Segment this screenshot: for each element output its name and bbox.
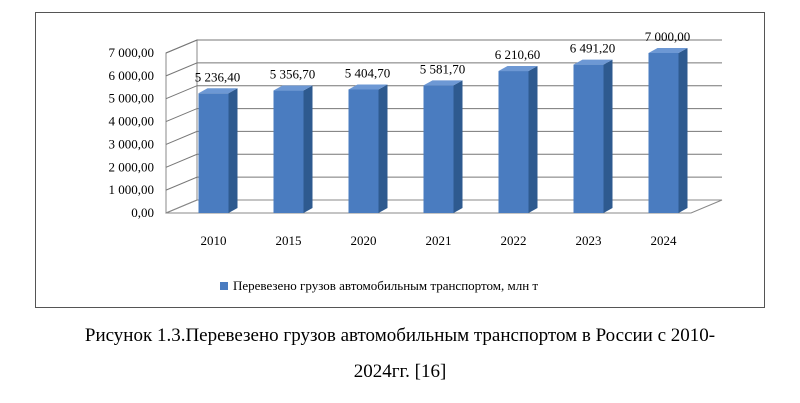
x-tick-label: 2021	[426, 233, 452, 248]
bar-side	[378, 84, 388, 214]
y-tick-label: 1 000,00	[109, 182, 155, 197]
data-label: 5 236,40	[195, 69, 241, 84]
data-label: 5 581,70	[420, 61, 466, 76]
bar-side	[303, 85, 313, 213]
bar	[273, 90, 304, 213]
bar	[498, 71, 529, 213]
bar-top	[348, 84, 388, 90]
gridline	[165, 176, 722, 191]
bar	[648, 53, 679, 213]
bar-side	[603, 59, 613, 213]
gridline	[165, 39, 722, 54]
data-label: 5 356,70	[270, 67, 316, 82]
y-tick-label: 0,00	[131, 205, 154, 220]
bar-side	[528, 66, 538, 213]
bar	[573, 64, 604, 213]
chart-frame: 0,00 1 000,00 2 000,00 3 000,00 4 000,00 5 00…	[35, 12, 765, 308]
x-tick-label: 2010	[201, 233, 227, 248]
legend-swatch	[220, 282, 228, 290]
x-tick-label: 2015	[276, 233, 302, 248]
chart-legend: Перевезено грузов автомобильным транспор…	[220, 278, 538, 294]
bar	[423, 85, 454, 213]
data-label: 5 404,70	[345, 65, 391, 80]
bar-top	[198, 88, 238, 94]
left-wall	[165, 39, 198, 214]
gridline	[165, 153, 722, 168]
bar-chart: 0,00 1 000,00 2 000,00 3 000,00 4 000,00 5 00…	[109, 29, 723, 248]
gridline	[165, 108, 722, 123]
gridline	[165, 85, 722, 100]
bar-top	[573, 59, 613, 65]
bar-top	[498, 66, 538, 72]
y-tick-label: 6 000,00	[109, 68, 155, 83]
data-label: 6 210,60	[495, 47, 541, 62]
caption-line-2: 2024гг. [16]	[353, 361, 447, 382]
y-tick-label: 2 000,00	[109, 159, 155, 174]
x-tick-label: 2023	[576, 233, 602, 248]
bar-top	[273, 85, 313, 91]
bar-top	[423, 80, 463, 86]
y-tick-label: 3 000,00	[109, 136, 155, 151]
x-tick-label: 2022	[501, 233, 527, 248]
data-label: 6 491,20	[570, 41, 616, 56]
bar-side	[228, 88, 238, 213]
bar-side	[678, 48, 688, 213]
gridline	[165, 130, 722, 145]
x-tick-label: 2024	[651, 233, 678, 248]
figure-caption: Рисунок 1.3.Перевезено грузов автомобиль…	[0, 318, 800, 390]
bar	[198, 93, 229, 213]
data-label: 7 000,00	[645, 29, 691, 44]
bar-top	[648, 48, 688, 53]
y-tick-label: 5 000,00	[109, 91, 155, 106]
bar-side	[453, 80, 463, 213]
caption-line-1: Рисунок 1.3.Перевезено грузов автомобиль…	[84, 325, 716, 346]
y-tick-label: 7 000,00	[109, 45, 155, 60]
bar	[348, 89, 379, 213]
legend-label: Перевезено грузов автомобильным транспор…	[233, 278, 539, 293]
x-tick-label: 2020	[351, 233, 377, 248]
gridline	[165, 62, 722, 77]
y-tick-label: 4 000,00	[109, 114, 155, 129]
